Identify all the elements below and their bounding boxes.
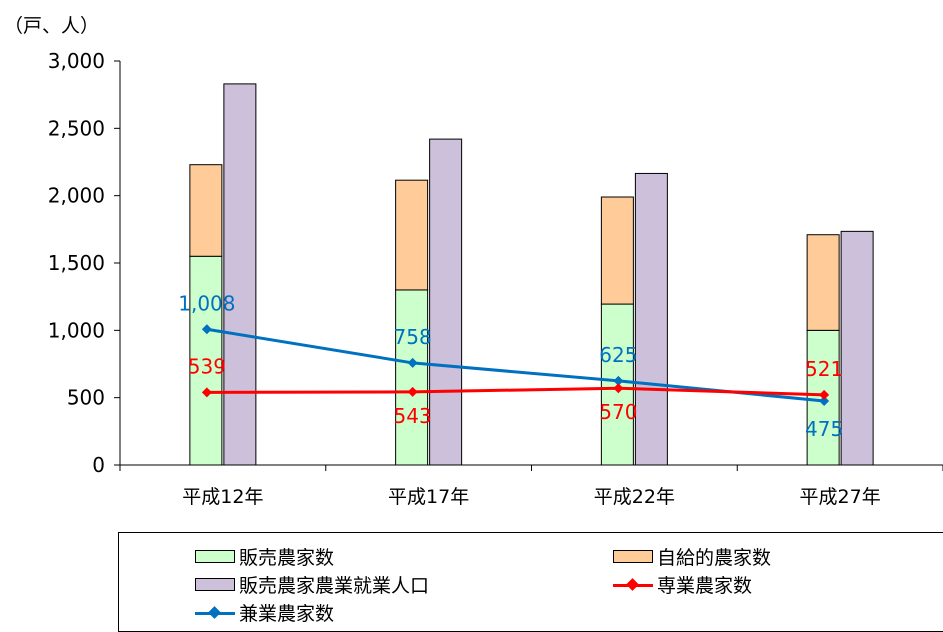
- legend-item-shugyo: 販売農家農業就業人口: [195, 571, 429, 598]
- y-tick-label: 1,000: [48, 318, 105, 342]
- bar-jikyu: [395, 179, 429, 291]
- bar-hanbai: [395, 289, 429, 466]
- data-label-sengyo: 521: [805, 357, 843, 381]
- y-tick-label: 2,500: [48, 116, 105, 140]
- bar-shugyo-jinko: [634, 172, 668, 466]
- x-tick-label: 平成22年: [594, 486, 675, 508]
- y-tick-label: 2,000: [48, 184, 105, 208]
- y-tick-label: 500: [67, 386, 105, 410]
- marker-sengyo: [407, 386, 418, 397]
- legend-label-sengyo: 専業農家数: [657, 575, 753, 597]
- marker-sengyo: [613, 383, 624, 394]
- bar-shugyo-jinko: [223, 83, 257, 466]
- data-label-kengyo: 475: [805, 417, 843, 441]
- legend-item-sengyo: 専業農家数: [613, 571, 752, 598]
- bar-shugyo-jinko: [429, 138, 463, 466]
- data-label-kengyo: 1,008: [178, 291, 235, 315]
- legend-label-shugyo: 販売農家農業就業人口: [239, 575, 430, 597]
- x-tick-label: 平成12年: [182, 486, 263, 508]
- legend-swatch-shugyo: [195, 578, 235, 591]
- chart-canvas: （戸、人） 0 500 1,000 1,500 2,000 2,500 3,000 平成12…: [4, 15, 943, 508]
- data-label-sengyo: 570: [599, 400, 637, 424]
- marker-kengyo: [407, 357, 418, 368]
- legend: 販売農家数 自給的農家数 販売農家農業就業人口 専業農家数 兼業農家数: [118, 532, 943, 632]
- y-tick-label: 3,000: [48, 49, 105, 73]
- legend-item-jikyu: 自給的農家数: [613, 543, 771, 570]
- bar-shugyo-jinko: [840, 230, 874, 466]
- lines: [201, 324, 830, 407]
- legend-swatch-hanbai: [195, 550, 235, 563]
- unit-label: （戸、人）: [4, 15, 99, 37]
- y-tick-label: 0: [92, 453, 105, 477]
- marker-kengyo: [819, 396, 830, 407]
- marker-kengyo: [201, 324, 212, 335]
- legend-item-hanbai: 販売農家数: [195, 543, 334, 570]
- data-labels: 539 543 570 521 1,008 758 625 475: [178, 291, 843, 441]
- legend-swatch-sengyo: [613, 577, 653, 592]
- legend-swatch-kengyo: [195, 605, 235, 620]
- marker-sengyo: [201, 387, 212, 398]
- line-sengyo: [206, 386, 825, 397]
- data-label-kengyo: 625: [599, 343, 637, 367]
- bar-jikyu: [189, 164, 223, 257]
- bar-jikyu: [600, 196, 634, 305]
- y-tick-label: 1,500: [48, 251, 105, 275]
- data-label-sengyo: 539: [188, 354, 226, 378]
- y-axis: 0 500 1,000 1,500 2,000 2,500 3,000: [48, 49, 121, 477]
- x-axis: 平成12年 平成17年 平成22年 平成27年: [119, 464, 943, 508]
- bar-jikyu: [806, 234, 840, 331]
- x-tick-label: 平成17年: [388, 486, 469, 508]
- legend-label-jikyu: 自給的農家数: [657, 547, 772, 569]
- legend-label-hanbai: 販売農家数: [239, 547, 335, 569]
- marker-sengyo: [819, 389, 830, 400]
- x-tick-label: 平成27年: [800, 486, 881, 508]
- marker-kengyo: [613, 375, 624, 386]
- legend-label-kengyo: 兼業農家数: [239, 603, 335, 625]
- bar-hanbai: [189, 255, 223, 466]
- bars: [189, 83, 874, 466]
- legend-swatch-jikyu: [613, 550, 653, 563]
- data-label-sengyo: 543: [394, 404, 432, 428]
- data-label-kengyo: 758: [394, 325, 432, 349]
- legend-item-kengyo: 兼業農家数: [195, 599, 334, 626]
